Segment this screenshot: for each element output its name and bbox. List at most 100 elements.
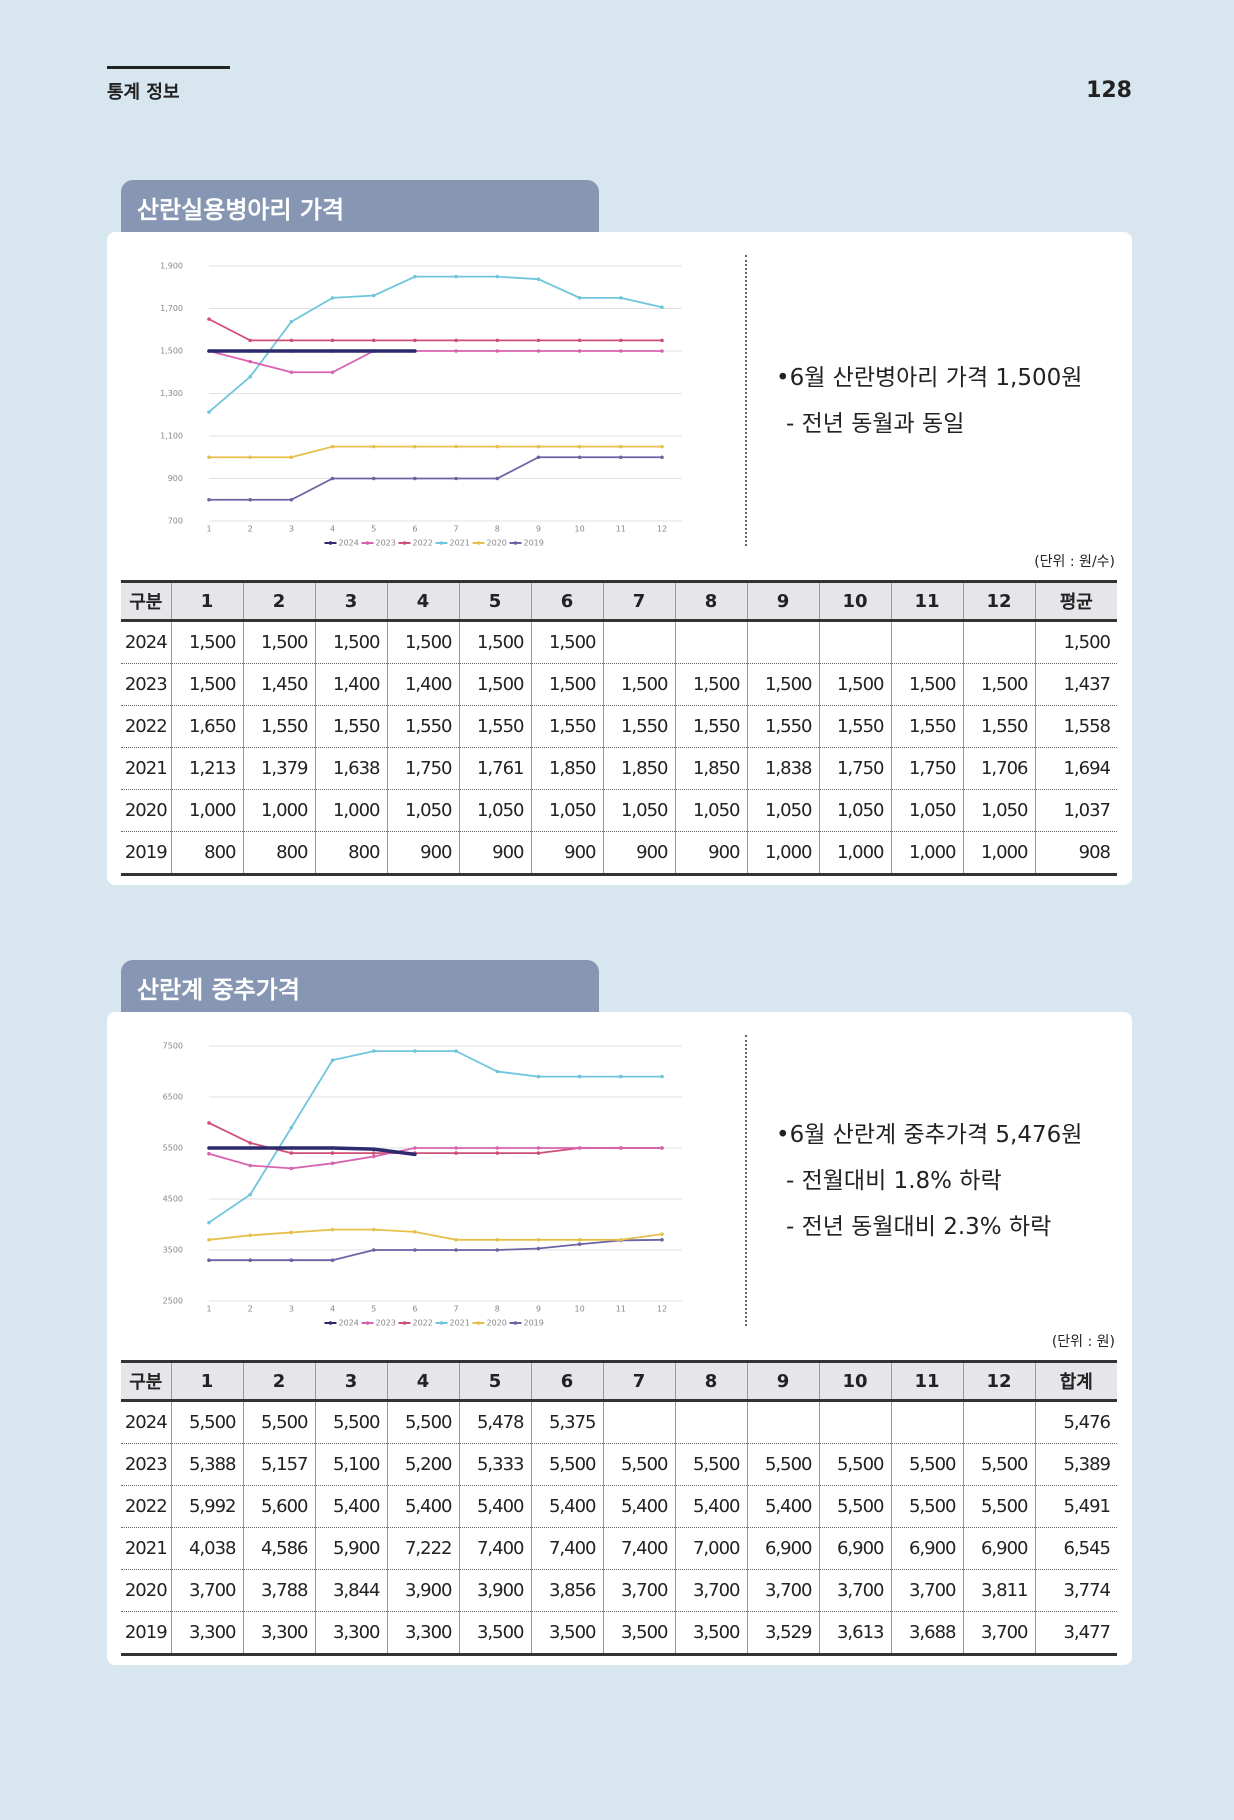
y-tick-label: 3500: [163, 1246, 183, 1255]
header-cell: 10: [818, 1360, 891, 1402]
row: 2019 3,300 3,300 3,300 3,300 3,500 3,500 3,500 3…: [121, 1611, 1117, 1656]
point: [248, 338, 252, 343]
y-tick-label: 1,700: [160, 304, 183, 313]
cell: 5,478: [458, 1400, 531, 1444]
series-line: [208, 350, 662, 374]
x-tick-label: 1: [206, 525, 211, 534]
point: [289, 349, 294, 353]
legend-dot: [402, 541, 407, 545]
point: [248, 349, 252, 353]
page-number: 128: [1086, 78, 1132, 103]
cell: 5,389: [1034, 1443, 1117, 1486]
point: [289, 1258, 294, 1262]
point: [248, 1141, 252, 1145]
series-line: [208, 1050, 662, 1224]
cell: 5,157: [242, 1443, 315, 1486]
header-cell: 10: [818, 580, 891, 622]
point: [330, 1151, 335, 1155]
cell: 1,000: [962, 831, 1035, 876]
point: [536, 338, 541, 343]
point: [619, 455, 623, 460]
cell: 5,100: [314, 1443, 387, 1486]
header-cell: 2: [242, 1360, 315, 1402]
point: [248, 1192, 252, 1197]
point: [454, 1049, 458, 1053]
header-cell: 8: [674, 1360, 747, 1402]
point: [660, 1146, 664, 1150]
cell: 3,700: [890, 1569, 963, 1612]
header-cell: 12: [962, 1360, 1035, 1402]
row: 2024 1,500 1,500 1,500 1,500 1,500 1,500 1,500: [121, 620, 1117, 664]
point: [248, 1163, 252, 1168]
x-tick-label: 11: [616, 525, 626, 534]
cell: 3,500: [530, 1611, 603, 1656]
cell: 1,500: [458, 620, 531, 664]
legend-dot: [402, 1321, 407, 1325]
point: [289, 455, 294, 460]
point: [660, 305, 664, 310]
legend-label: 2023: [376, 1319, 396, 1328]
point: [207, 497, 211, 502]
row: 2020 3,700 3,788 3,844 3,900 3,900 3,856 3,700 3…: [121, 1569, 1117, 1612]
cell: 5,500: [314, 1400, 387, 1444]
cell: 1,500: [602, 663, 675, 706]
y-tick-label: 2500: [163, 1297, 183, 1306]
point: [536, 1246, 541, 1251]
note: •6월 산란병아리 가격 1,500원: [776, 365, 1083, 391]
legend-label: 2024: [339, 539, 359, 548]
point: [248, 1146, 252, 1150]
x-tick-label: 5: [371, 525, 376, 534]
point: [371, 1227, 376, 1232]
cell: 3,900: [386, 1569, 459, 1612]
cell: 2019: [121, 1611, 171, 1656]
legend-label: 2020: [487, 539, 507, 548]
cell: 5,500: [962, 1485, 1035, 1528]
cell: 5,500: [386, 1400, 459, 1444]
cell: 3,613: [818, 1611, 891, 1656]
series-line: [209, 1238, 663, 1262]
legend-dot: [439, 1321, 444, 1325]
cell: 800: [170, 831, 243, 876]
cell: [818, 1400, 891, 1444]
series-line: [209, 1146, 416, 1157]
cell: 3,700: [170, 1569, 243, 1612]
x-tick-label: 2: [248, 1305, 253, 1314]
legend-label: 2021: [450, 1319, 470, 1328]
point: [330, 349, 335, 353]
point: [619, 1146, 623, 1150]
section-title: 산란계 중추가격: [137, 976, 300, 1004]
series-line: [208, 275, 663, 413]
x-tick-label: 10: [575, 1305, 585, 1314]
cell: 1,500: [314, 620, 387, 664]
cell: 5,400: [746, 1485, 819, 1528]
cell: 3,700: [602, 1569, 675, 1612]
x-tick-label: 12: [657, 1305, 667, 1314]
cell: 1,050: [530, 789, 603, 832]
cell: 1,550: [386, 705, 459, 748]
legend-label: 2022: [413, 539, 433, 548]
y-tick-label: 5500: [163, 1144, 183, 1153]
cell: 1,500: [242, 620, 315, 664]
cell: 1,550: [818, 705, 891, 748]
cell: 7,400: [458, 1527, 531, 1570]
cell: 1,638: [314, 747, 387, 790]
cell: 3,774: [1034, 1569, 1117, 1612]
point: [495, 349, 500, 353]
point: [371, 1151, 376, 1155]
cell: 1,037: [1034, 789, 1117, 832]
cell: 6,545: [1034, 1527, 1117, 1570]
header-row: 구분 1 2 3 4 5 6 7 8 9 10 11 12 합계: [121, 1360, 1117, 1402]
point: [289, 1230, 294, 1235]
point: [371, 1049, 376, 1053]
x-tick-label: 10: [575, 525, 585, 534]
legend-label: 2020: [487, 1319, 507, 1328]
cell: 3,844: [314, 1569, 387, 1612]
y-tick-label: 6500: [163, 1093, 183, 1102]
point: [371, 476, 376, 481]
point: [660, 349, 664, 353]
series-line: [209, 445, 662, 459]
cell: 2022: [121, 1485, 171, 1528]
point: [371, 444, 376, 449]
cell: 3,300: [170, 1611, 243, 1656]
cell: 1,706: [962, 747, 1035, 790]
